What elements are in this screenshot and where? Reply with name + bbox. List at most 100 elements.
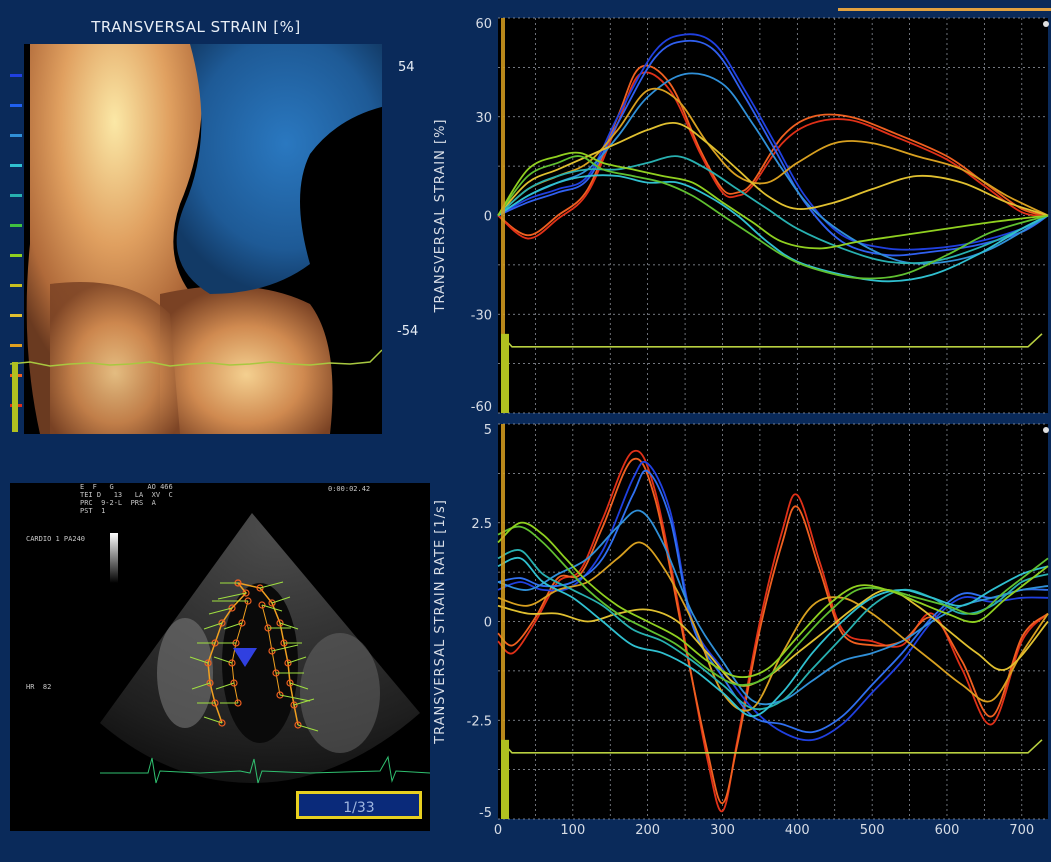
- velocity-vector: [287, 656, 307, 664]
- strain-map-title: TRANSVERSAL STRAIN [%]: [10, 10, 382, 44]
- tracking-point: [290, 701, 298, 709]
- echo-header-line-3: PRC 9-2-L PRS A: [80, 499, 156, 507]
- velocity-vector: [208, 607, 233, 615]
- series-line: [497, 155, 1049, 280]
- segment-marker: [10, 194, 22, 197]
- time-cursor[interactable]: [501, 424, 505, 819]
- echo-header-line-1: E F G AO 466: [80, 483, 173, 491]
- tracking-point: [228, 659, 236, 667]
- tracking-point: [242, 589, 250, 597]
- echo-hr-label: HR 82: [26, 683, 52, 691]
- strain-rate-chart: 5 2.5 0 -2.5 -5 TRANSVERSAL STRAIN RATE [1/s]…: [433, 423, 1049, 838]
- y-tick-label: -60: [471, 400, 492, 415]
- series-line: [497, 33, 1049, 251]
- time-cursor-handle[interactable]: [501, 333, 509, 413]
- y-tick-label: 5: [484, 423, 492, 438]
- segment-marker: [10, 254, 22, 257]
- y-tick-label: -2.5: [467, 714, 492, 729]
- series-line: [497, 71, 1049, 240]
- y-axis-label: TRANSVERSAL STRAIN RATE [1/s]: [433, 499, 448, 745]
- marker-dot-icon: [1043, 21, 1049, 27]
- velocity-vector: [189, 656, 209, 664]
- strain-chart: 60 30 0 -30 -60 TRANSVERSAL STRAIN [%]: [433, 17, 1049, 415]
- echo-header-line-4: PST 1: [80, 507, 106, 515]
- marker-dot-icon: [1043, 427, 1049, 433]
- velocity-vector: [289, 682, 309, 690]
- x-tick-label: 400: [785, 823, 810, 838]
- series-line: [497, 556, 1049, 718]
- velocity-vector: [279, 694, 311, 702]
- y-tick-label: 60: [475, 17, 492, 32]
- segment-marker: [10, 314, 22, 317]
- velocity-vector: [297, 724, 319, 732]
- segment-marker: [10, 134, 22, 137]
- ecg-trace: [501, 739, 1043, 754]
- velocity-vector: [293, 698, 315, 706]
- tracking-point: [218, 719, 226, 727]
- echo-view: E F G AO 466 TEI D 13 LA XV C PRC 9-2-L …: [10, 483, 430, 831]
- y-tick-label: 2.5: [471, 517, 492, 532]
- series-line: [497, 541, 1049, 712]
- echo-probe-label: CARDIO 1 PA240: [26, 535, 86, 543]
- velocity-vector: [213, 656, 233, 664]
- colorbar-min-label: -54: [397, 324, 419, 339]
- tracking-point: [286, 679, 294, 687]
- velocity-vector: [279, 622, 299, 630]
- tracking-point: [268, 599, 276, 607]
- tracking-point: [218, 619, 226, 627]
- series-line: [497, 509, 1049, 706]
- series-line: [497, 151, 1049, 250]
- x-tick-label: 200: [635, 823, 660, 838]
- y-tick-label: 0: [484, 616, 492, 631]
- x-tick-label: 500: [860, 823, 885, 838]
- series-line: [497, 121, 1049, 217]
- segment-marker: [10, 164, 22, 167]
- echo-header-line-2: TEI D 13 LA XV C: [80, 491, 173, 499]
- ecg-trace: [501, 333, 1043, 348]
- colorbar-max-label: 54: [398, 60, 415, 75]
- y-axis-label: TRANSVERSAL STRAIN [%]: [433, 119, 448, 314]
- x-tick-label: 700: [1009, 823, 1034, 838]
- series-line: [497, 525, 1049, 686]
- top-accent-bar: [838, 8, 1051, 11]
- tracking-point: [276, 619, 284, 627]
- tracking-point: [258, 601, 266, 609]
- tracking-point: [276, 691, 284, 699]
- velocity-vector: [215, 682, 235, 690]
- cursor-triangle-icon: [233, 648, 257, 667]
- tracking-point: [238, 619, 246, 627]
- velocity-vector: [271, 644, 299, 652]
- frame-counter[interactable]: 1/33: [296, 791, 422, 819]
- time-cursor-handle[interactable]: [501, 739, 509, 819]
- segment-marker: [10, 104, 22, 107]
- strain-map: [10, 44, 382, 434]
- series-line: [497, 174, 1049, 283]
- series-line: [497, 39, 1049, 257]
- time-cursor[interactable]: [501, 18, 505, 413]
- tracking-point: [228, 604, 236, 612]
- y-tick-label: -5: [479, 806, 492, 821]
- velocity-vector: [217, 592, 247, 600]
- tracking-point: [284, 659, 292, 667]
- echo-timecode: 0:00:02.42: [328, 485, 371, 493]
- series-line: [497, 155, 1049, 265]
- tracking-point: [204, 659, 212, 667]
- velocity-vector: [259, 581, 284, 589]
- x-tick-label: 0: [494, 823, 502, 838]
- x-tick-label: 600: [935, 823, 960, 838]
- x-tick-label: 300: [710, 823, 735, 838]
- velocity-vector: [191, 682, 211, 690]
- velocity-vector: [203, 716, 223, 724]
- ecg-trace: [10, 349, 382, 367]
- velocity-vector: [203, 622, 223, 630]
- x-tick-label: 100: [560, 823, 585, 838]
- tracking-point: [268, 647, 276, 655]
- series-line: [497, 469, 1049, 734]
- series-line: [497, 521, 1049, 679]
- segment-marker: [10, 284, 22, 287]
- y-tick-label: 30: [475, 111, 492, 126]
- series-line: [497, 87, 1049, 217]
- tracking-point: [206, 679, 214, 687]
- segment-marker: [10, 344, 22, 347]
